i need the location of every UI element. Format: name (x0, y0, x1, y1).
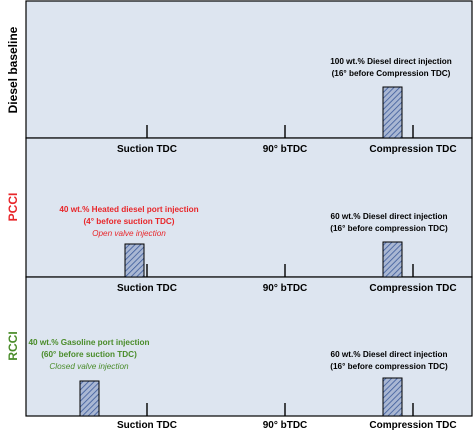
tick-label-90-btdc: 90° bTDC (263, 283, 308, 294)
tick-label-compression-tdc: Compression TDC (369, 283, 456, 294)
rcci-port-annotation-line2: (60° before suction TDC) (41, 350, 137, 359)
pcci-port-annotation-line2: (4° before suction TDC) (83, 217, 174, 226)
row-label-diesel-baseline: Diesel baseline (6, 26, 20, 113)
row-label-pcci: PCCI (6, 193, 20, 222)
row-pcci: 40 wt.% Heated diesel port injection (4°… (59, 205, 456, 294)
pcci-port-annotation-line3: Open valve injection (92, 229, 166, 238)
tick-label-90-btdc: 90° bTDC (263, 420, 308, 430)
rcci-port-annotation-line1: 40 wt.% Gasoline port injection (28, 338, 149, 347)
tick-label-suction-tdc: Suction TDC (117, 420, 177, 430)
tick-label-compression-tdc: Compression TDC (369, 144, 456, 155)
row-diesel-baseline: 100 wt.% Diesel direct injection (16° be… (117, 57, 457, 155)
tick-label-90-btdc: 90° bTDC (263, 144, 308, 155)
rcci-di-annotation-line1: 60 wt.% Diesel direct injection (331, 350, 448, 359)
tick-label-suction-tdc: Suction TDC (117, 283, 177, 294)
pcci-port-annotation-line1: 40 wt.% Heated diesel port injection (59, 205, 198, 214)
heated-diesel-port-injection-bar (124, 243, 145, 278)
diesel-direct-injection-bar (382, 377, 403, 417)
row-label-rcci: RCCI (6, 331, 20, 360)
diesel-di-annotation-line2: (16° before Compression TDC) (332, 69, 451, 78)
diesel-di-annotation-line1: 100 wt.% Diesel direct injection (330, 57, 452, 66)
pcci-di-annotation-line2: (16° before compression TDC) (330, 224, 448, 233)
gasoline-port-injection-bar (79, 380, 100, 417)
pcci-di-annotation-line1: 60 wt.% Diesel direct injection (331, 212, 448, 221)
diesel-direct-injection-bar (382, 86, 403, 139)
rcci-port-annotation-line3: Closed valve injection (49, 362, 129, 371)
tick-label-compression-tdc: Compression TDC (369, 420, 456, 430)
row-rcci: 40 wt.% Gasoline port injection (60° bef… (28, 338, 456, 430)
rcci-di-annotation-line2: (16° before compression TDC) (330, 362, 448, 371)
diesel-direct-injection-bar (382, 241, 403, 278)
tick-label-suction-tdc: Suction TDC (117, 144, 177, 155)
